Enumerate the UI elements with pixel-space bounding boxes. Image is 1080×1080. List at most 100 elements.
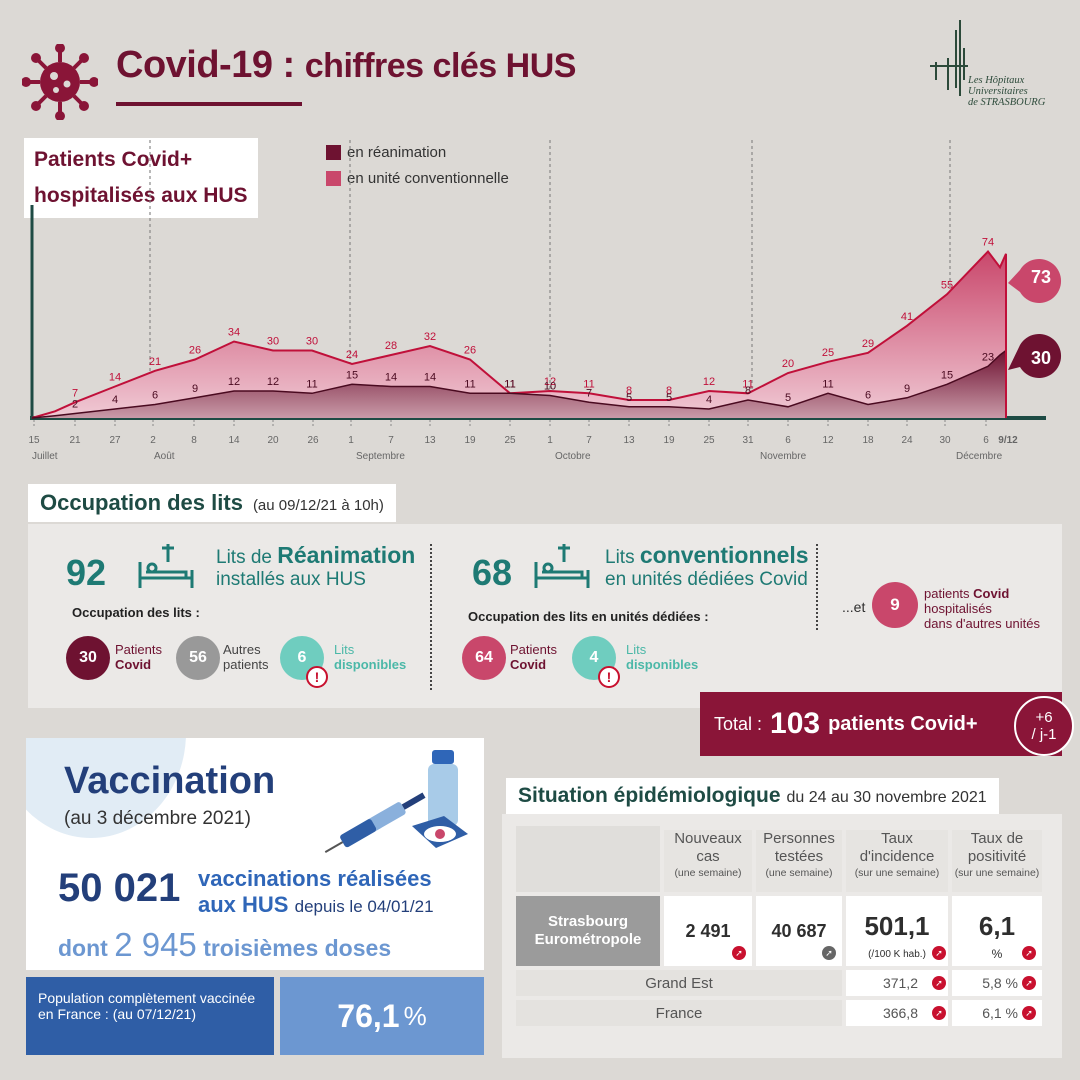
trend-up-icon: ➚ — [932, 1006, 946, 1020]
conv-data-label: 34 — [228, 327, 240, 339]
x-tick-label: 2 — [150, 435, 156, 446]
rea-data-label: 23 — [982, 351, 994, 363]
col-header-cases: Nouveaux cas (une semaine) — [664, 830, 752, 892]
month-label: Août — [154, 451, 175, 462]
x-tick-label: 19 — [663, 435, 675, 446]
x-tick-label: 14 — [228, 435, 240, 446]
conv-covid-circle: 64 — [462, 636, 506, 680]
conv-data-label: 21 — [149, 356, 161, 368]
conv-covid-label: Patients Covid — [510, 642, 557, 672]
total-box: Total : 103 patients Covid+ — [700, 692, 1062, 756]
conv-data-label: 32 — [424, 331, 436, 343]
vaccination-date: (au 3 décembre 2021) — [64, 808, 251, 829]
conv-data-label: 30 — [306, 336, 318, 348]
vaccination-title: Vaccination — [64, 760, 276, 802]
x-tick-label: 1 — [348, 435, 354, 446]
rea-data-label: 5 — [666, 392, 672, 404]
total-label: Total : — [714, 713, 763, 734]
rea-data-label: 8 — [745, 385, 751, 397]
x-tick-label: 8 — [191, 435, 197, 446]
total-suffix: patients Covid+ — [828, 712, 978, 735]
x-tick-label: 31 — [742, 435, 754, 446]
other-label: patients Covid hospitalisés dans d'autres … — [924, 586, 1040, 631]
rea-data-label: 15 — [346, 369, 358, 381]
x-tick-label: 6 — [785, 435, 791, 446]
trend-up-icon: ➚ — [1022, 946, 1036, 960]
conv-data-label: 26 — [189, 345, 201, 357]
conv-data-label: 28 — [385, 340, 397, 352]
title-underline — [116, 102, 302, 106]
x-tick-label: 6 — [983, 435, 989, 446]
trend-up-icon: ➚ — [932, 976, 946, 990]
row-strasbourg-inc-unit: (/100 K hab.) — [846, 942, 948, 966]
row-strasbourg-incidence: 501,1 — [846, 896, 948, 942]
conv-data-label: 74 — [982, 237, 994, 249]
trend-up-icon: ➚ — [932, 946, 946, 960]
callout-rea — [1008, 334, 1062, 378]
rea-data-label: 14 — [424, 372, 436, 384]
occupation-title: Occupation des lits — [40, 490, 243, 515]
rea-data-label: 6 — [865, 390, 871, 402]
x-tick-label: 30 — [939, 435, 951, 446]
conv-data-label: 24 — [346, 349, 358, 361]
series-reanimation-area — [32, 350, 1006, 418]
rea-free-label: Lits disponibles — [334, 642, 407, 672]
col-header-tested: Personnes testées (une semaine) — [756, 830, 842, 892]
vaccination-label: vaccinations réalisées aux HUS depuis le … — [198, 866, 434, 917]
conv-data-label: 25 — [822, 347, 834, 359]
conv-data-label: 41 — [901, 311, 913, 323]
occupation-date: (au 09/12/21 à 10h) — [252, 497, 384, 514]
other-circle: 9 — [872, 582, 918, 628]
rea-data-label: 9 — [192, 383, 198, 395]
x-tick-label: 20 — [267, 435, 279, 446]
x-tick-label: 26 — [307, 435, 319, 446]
row-strasbourg-name: Strasbourg Eurométropole — [516, 896, 660, 966]
rea-data-label: 14 — [385, 372, 397, 384]
rea-data-label: 10 — [544, 381, 556, 393]
trend-up-icon: ➚ — [1022, 976, 1036, 990]
population-label: Population complètement vaccinée en Fran… — [26, 977, 274, 1055]
x-tick-label: 7 — [388, 435, 394, 446]
warning-icon: ! — [598, 666, 620, 688]
callout-rea-value: 30 — [1031, 348, 1051, 368]
hus-logo-text: Les Hôpitaux Universitaires de STRASBOURG — [968, 75, 1046, 108]
population-value: 76,1 — [337, 997, 400, 1034]
epi-title-box: Situation épidémiologique du 24 au 30 no… — [506, 778, 999, 814]
population-unit: % — [403, 1000, 427, 1031]
conv-data-label: 14 — [109, 372, 121, 384]
conv-data-label: 55 — [941, 279, 953, 291]
rea-data-label: 11 — [504, 378, 515, 390]
x-tick-label: 25 — [703, 435, 715, 446]
month-label: Septembre — [356, 451, 405, 462]
month-label: Novembre — [760, 451, 807, 462]
series-conventionnelle-line — [31, 249, 1007, 419]
x-tick-label: 18 — [862, 435, 874, 446]
warning-icon: ! — [306, 666, 328, 688]
rea-bed-count: 92 — [66, 552, 107, 593]
rea-data-label: 15 — [941, 369, 953, 381]
legend-swatch-dark — [326, 145, 341, 160]
conv-data-label: 8 — [666, 385, 672, 397]
divider — [430, 544, 432, 690]
x-tick-label: 19 — [464, 435, 476, 446]
rea-data-label: 4 — [706, 394, 712, 406]
rea-data-label: 4 — [112, 394, 118, 406]
series-reanimation-line — [31, 349, 1007, 419]
rea-data-label: 2 — [72, 399, 78, 411]
conv-occupation-label: Occupation des lits en unités dédiées : — [468, 609, 709, 624]
trend-up-icon: ➚ — [822, 946, 836, 960]
epi-title: Situation épidémiologique — [518, 784, 781, 807]
conv-data-label: 30 — [267, 336, 279, 348]
legend-reanimation: en réanimation — [326, 144, 446, 161]
rea-covid-circle: 30 — [66, 636, 110, 680]
x-tick-label: 13 — [424, 435, 436, 446]
bed-icon — [138, 544, 194, 588]
trend-up-icon: ➚ — [732, 946, 746, 960]
conv-data-label: 26 — [464, 345, 476, 357]
virus-icon — [22, 44, 98, 120]
row-grandest-incidence: 371,2 — [846, 970, 948, 996]
rea-data-label: 11 — [822, 378, 833, 390]
x-tick-label: 25 — [504, 435, 516, 446]
epi-period: du 24 au 30 novembre 2021 — [786, 789, 987, 806]
